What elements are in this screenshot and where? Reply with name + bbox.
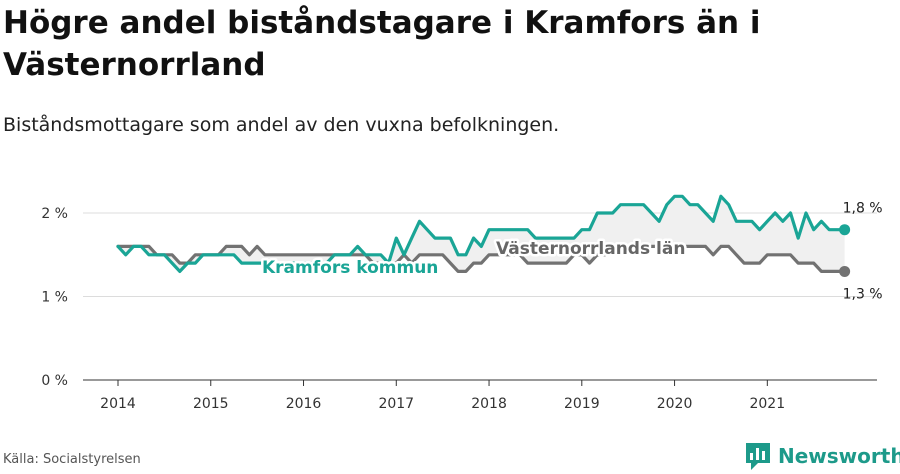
series-label-lan: Västernorrlands län: [496, 239, 685, 259]
source-note: Källa: Socialstyrelsen: [3, 452, 141, 467]
end-marker-kramfors: [839, 224, 851, 236]
series-line-lan: [116, 244, 847, 273]
difference-band: [118, 196, 845, 272]
chart-subtitle: Biståndsmottagare som andel av den vuxna…: [3, 114, 560, 136]
x-tick-label: 2014: [100, 396, 136, 412]
end-label-kramfors: 1,8 %: [843, 201, 883, 217]
x-tick-label: 2021: [749, 396, 785, 412]
x-tick-label: 2017: [378, 396, 414, 412]
x-tick-label: 2018: [471, 396, 507, 412]
y-tick-label: 1 %: [41, 290, 68, 306]
x-tick-label: 2015: [193, 396, 229, 412]
series-line-kramfors: [116, 194, 847, 273]
y-tick-label: 0 %: [41, 373, 68, 389]
y-tick-label: 2 %: [41, 206, 68, 222]
series-label-kramfors: Kramfors kommun: [262, 258, 438, 278]
end-label-lan: 1,3 %: [843, 286, 883, 302]
x-tick-label: 2019: [564, 396, 600, 412]
newsworthy-logo-icon: [746, 443, 770, 470]
newsworthy-logo-text: Newsworthy: [778, 444, 900, 468]
newsworthy-logo: Newsworthy: [744, 440, 900, 472]
end-marker-lan: [839, 265, 851, 277]
x-tick-label: 2020: [657, 396, 693, 412]
chart-title: Högre andel biståndstagare i Kramfors än…: [3, 5, 761, 83]
x-tick-label: 2016: [286, 396, 322, 412]
